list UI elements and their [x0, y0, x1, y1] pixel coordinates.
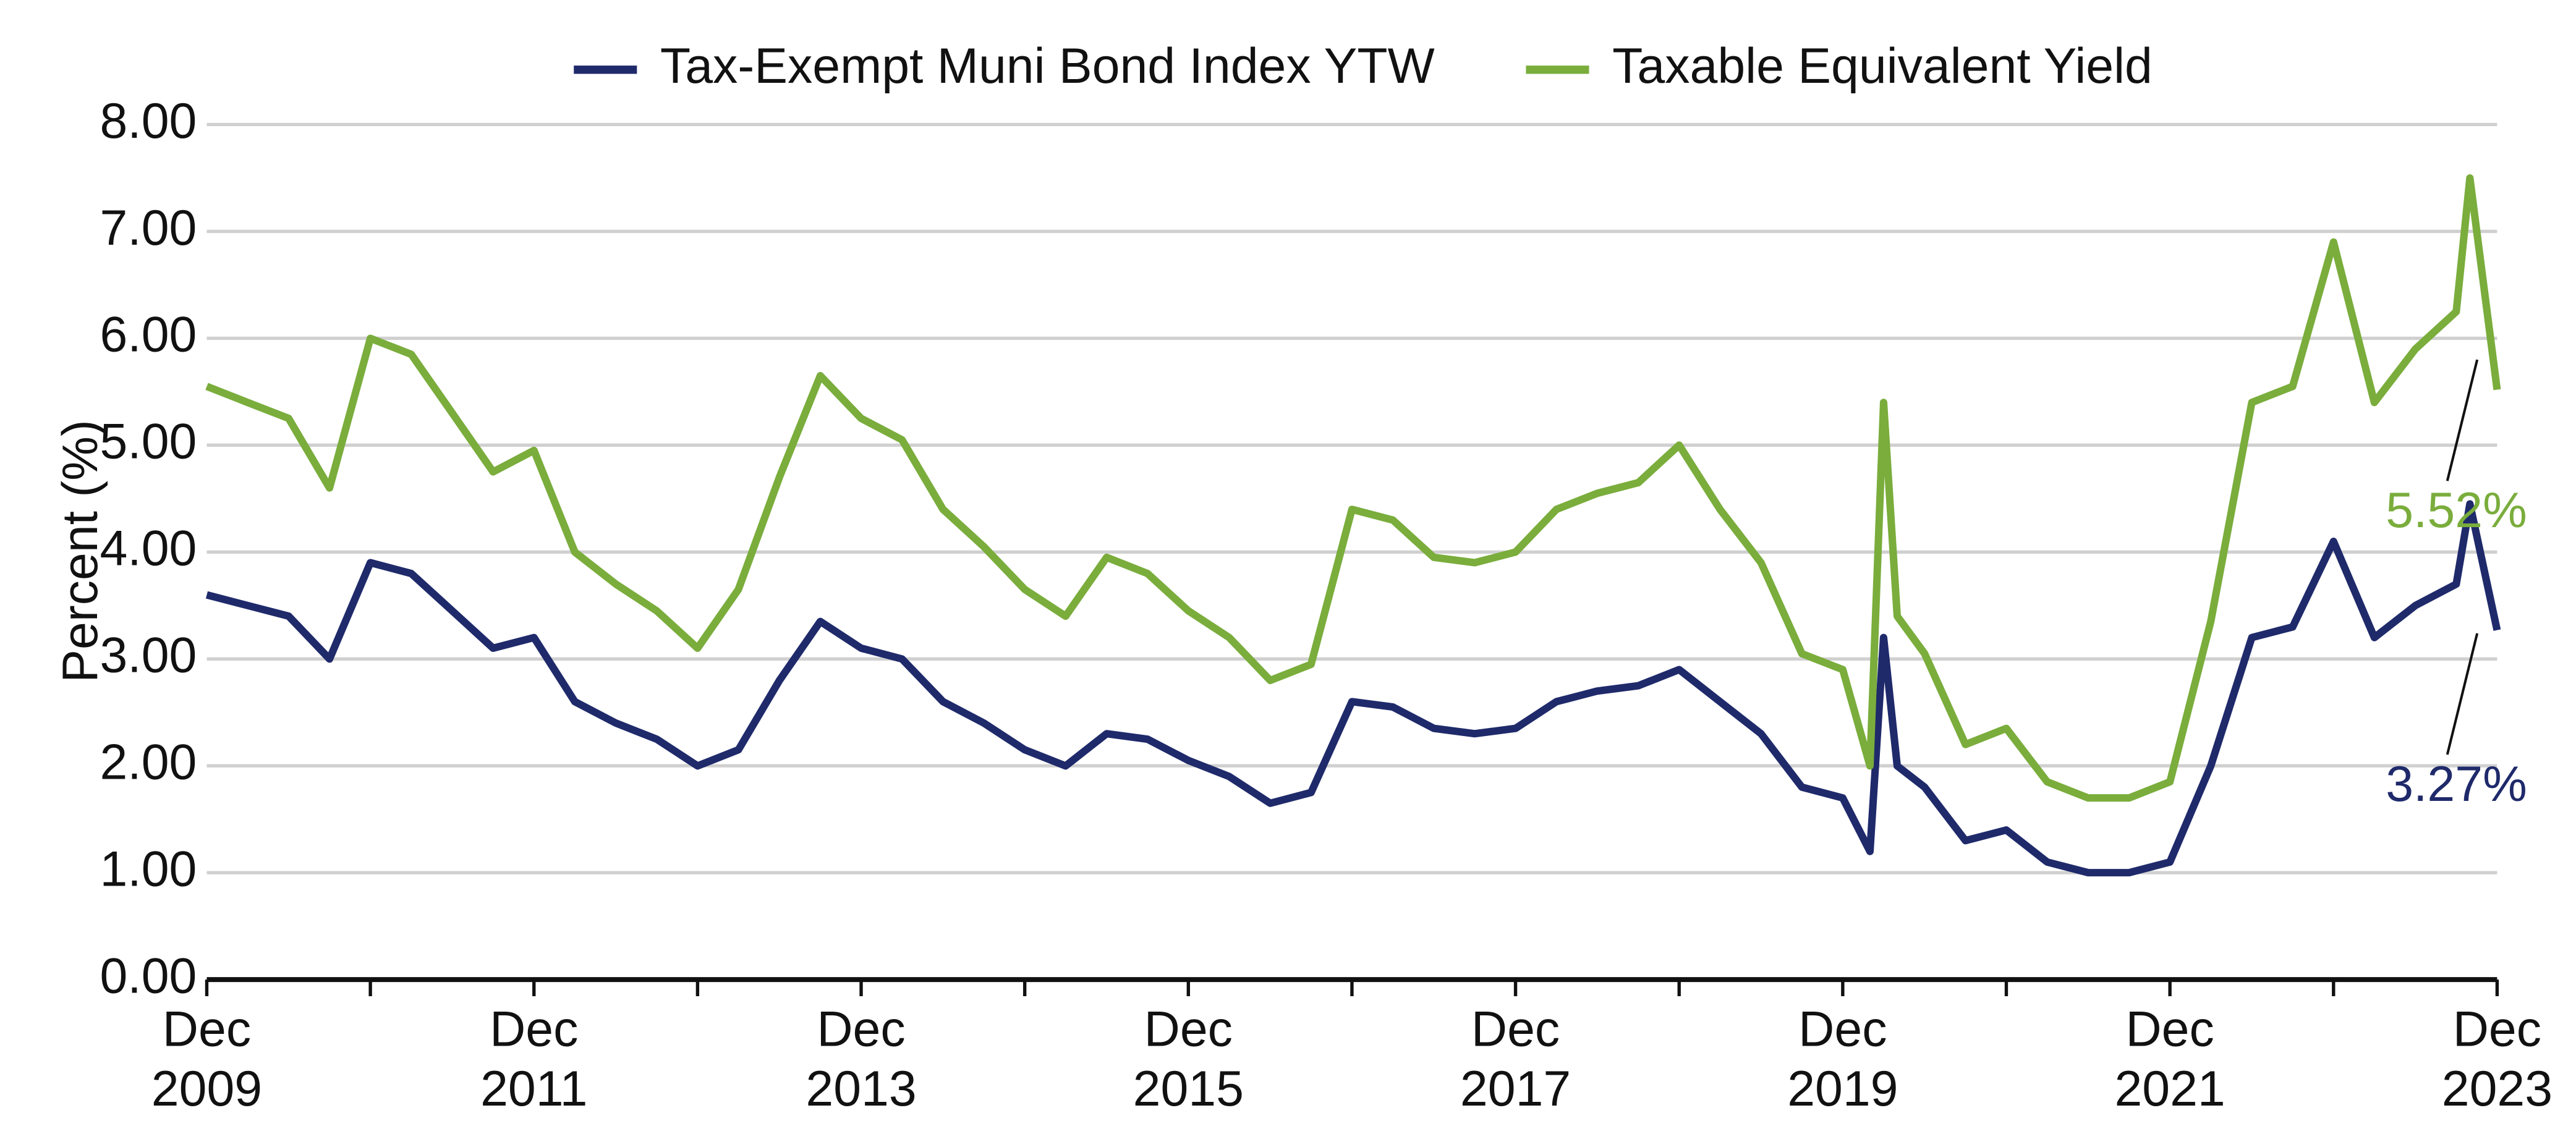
x-tick-label: Dec [1144, 1001, 1233, 1057]
x-tick-label: Dec [490, 1001, 578, 1057]
x-tick-label: 2021 [2114, 1061, 2225, 1117]
y-tick-label: 6.00 [100, 307, 197, 363]
y-tick-label: 3.00 [100, 628, 197, 683]
y-tick-label: 8.00 [100, 93, 197, 149]
leader-line [2446, 359, 2479, 481]
x-tick-label: Dec [163, 1001, 251, 1057]
legend-label: Taxable Equivalent Yield [1612, 38, 2153, 94]
y-tick-label: 0.00 [100, 948, 197, 1004]
x-tick-label: Dec [2453, 1001, 2541, 1057]
legend-label: Tax-Exempt Muni Bond Index YTW [660, 38, 1435, 94]
series-line [205, 500, 2501, 877]
value-label: 5.52% [2386, 483, 2527, 538]
x-tick-label: 2013 [806, 1061, 916, 1117]
y-tick-label: 2.00 [100, 735, 197, 790]
y-tick-label: 5.00 [100, 414, 197, 470]
y-tick-label: 7.00 [100, 200, 197, 256]
x-tick-label: Dec [2125, 1001, 2214, 1057]
x-tick-label: 2015 [1133, 1061, 1244, 1117]
x-tick-label: 2011 [480, 1061, 587, 1117]
x-tick-label: 2019 [1787, 1061, 1898, 1117]
y-axis-label: Percent (%) [53, 420, 108, 682]
x-tick-label: 2017 [1460, 1061, 1571, 1117]
x-tick-label: 2023 [2442, 1061, 2553, 1117]
x-tick-label: Dec [1798, 1001, 1887, 1057]
leader-line [2446, 633, 2479, 755]
x-tick-label: Dec [1471, 1001, 1560, 1057]
y-tick-label: 1.00 [100, 841, 197, 897]
x-tick-label: Dec [817, 1001, 905, 1057]
x-tick-label: 2009 [151, 1061, 262, 1117]
value-label: 3.27% [2386, 756, 2527, 812]
series-line [205, 174, 2501, 802]
y-tick-label: 4.00 [100, 521, 197, 577]
